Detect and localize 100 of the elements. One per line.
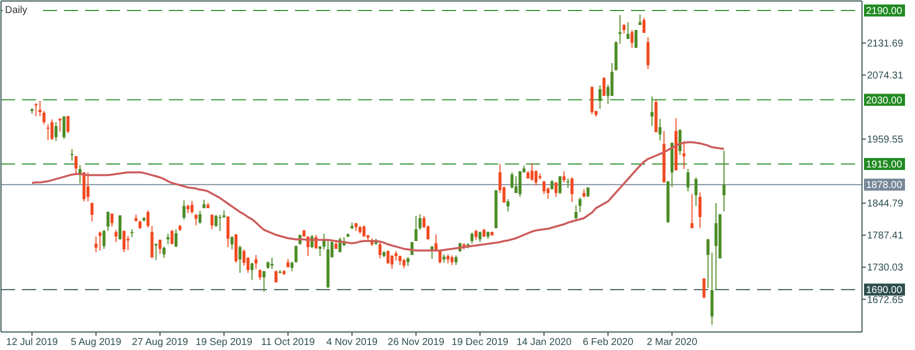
candlestick <box>122 230 126 253</box>
candlestick <box>646 36 650 70</box>
candlestick <box>450 255 454 266</box>
candlestick <box>58 118 62 132</box>
candlestick <box>258 268 262 281</box>
candlestick <box>574 204 578 222</box>
candlestick <box>510 172 514 190</box>
candlestick <box>470 232 474 244</box>
candlestick <box>210 214 214 230</box>
candlestick <box>318 246 322 257</box>
candlestick <box>154 243 158 260</box>
candlestick <box>66 115 70 134</box>
y-tick-label: 2074.31 <box>867 70 904 82</box>
candlestick <box>290 261 294 272</box>
x-tick-label: 5 Aug 2019 <box>70 337 122 348</box>
ref-line-label: 1878.00 <box>866 180 903 192</box>
candlestick <box>146 210 150 228</box>
candlestick <box>506 198 510 212</box>
candlestick <box>570 176 574 202</box>
ref-line-label: 2190.00 <box>866 6 903 17</box>
candlestick <box>414 215 418 242</box>
candlestick <box>394 250 398 262</box>
candlestick <box>438 250 442 264</box>
candlestick <box>74 156 78 176</box>
candlestick <box>386 250 390 264</box>
candlestick <box>534 170 538 186</box>
candlestick <box>598 84 602 110</box>
x-tick-label: 4 Nov 2019 <box>326 337 378 348</box>
candlestick <box>618 14 622 44</box>
candlestick <box>694 176 698 206</box>
candlestick <box>254 254 258 270</box>
y-tick-label: 1959.55 <box>867 134 904 146</box>
candlestick <box>454 255 458 266</box>
candlestick <box>270 257 274 270</box>
candlestick <box>434 234 438 250</box>
candlestick <box>274 270 278 283</box>
candlestick <box>170 229 174 245</box>
candlestick <box>158 238 162 254</box>
candlestick <box>98 231 102 252</box>
candlestick <box>690 194 694 229</box>
candlestick <box>162 246 166 258</box>
candlestick <box>402 258 406 269</box>
candlestick <box>398 255 402 266</box>
candlestick <box>682 140 686 170</box>
ref-line-label: 1915.00 <box>866 159 903 170</box>
candlestick <box>190 200 194 214</box>
x-tick-label: 26 Nov 2019 <box>388 337 445 348</box>
candlestick <box>706 238 710 288</box>
x-tick-label: 27 Aug 2019 <box>132 337 189 348</box>
candlestick <box>218 214 222 232</box>
candlestick <box>230 235 234 250</box>
chart-title: Daily <box>5 5 28 16</box>
candlestick <box>166 233 170 245</box>
x-tick-label: 2 Mar 2020 <box>646 337 698 348</box>
candlestick <box>602 76 606 96</box>
x-tick-label: 11 Oct 2019 <box>261 337 316 348</box>
candlestick <box>126 235 130 250</box>
candlestick <box>518 170 522 198</box>
x-tick-label: 19 Sep 2019 <box>196 337 253 348</box>
candlestick <box>650 96 654 127</box>
candlestick <box>542 180 546 195</box>
candlestick <box>714 202 718 290</box>
x-tick-label: 14 Jan 2020 <box>516 337 572 348</box>
candlestick <box>90 202 94 222</box>
candlestick <box>722 150 726 212</box>
x-tick-label: 6 Feb 2020 <box>582 337 634 348</box>
candlestick <box>686 168 690 192</box>
x-tick-label: 12 Jul 2019 <box>6 337 58 348</box>
y-tick-label: 1672.65 <box>867 294 904 306</box>
candlestick <box>554 182 558 198</box>
candlestick <box>198 210 202 224</box>
candlestick <box>430 246 434 260</box>
candlestick <box>106 210 110 232</box>
candlestick <box>54 122 58 142</box>
candlestick <box>294 244 298 263</box>
candlestick <box>558 176 562 195</box>
candlestick <box>226 216 230 248</box>
candlestick <box>550 180 554 190</box>
candlestick <box>42 110 46 125</box>
candlestick <box>262 270 266 292</box>
candlestick <box>110 213 114 228</box>
candlestick <box>566 178 570 188</box>
candlestick <box>214 214 218 228</box>
candlestick <box>50 118 54 140</box>
candlestick <box>626 22 630 40</box>
candlestick <box>630 30 634 48</box>
candlestick <box>610 62 614 96</box>
candlestick <box>62 115 66 140</box>
ref-line-label: 2030.00 <box>866 95 903 106</box>
candlestick <box>70 148 74 162</box>
candlestick <box>242 248 246 266</box>
candlestick <box>530 162 534 182</box>
candlestick <box>478 231 482 243</box>
x-tick-label: 19 Dec 2019 <box>452 337 509 348</box>
candlestick <box>114 229 118 243</box>
candlestick <box>702 278 706 300</box>
y-tick-label: 1730.03 <box>867 262 904 274</box>
candlestick <box>34 102 38 116</box>
candlestick <box>182 200 186 220</box>
y-tick-label: 1787.41 <box>867 230 904 242</box>
